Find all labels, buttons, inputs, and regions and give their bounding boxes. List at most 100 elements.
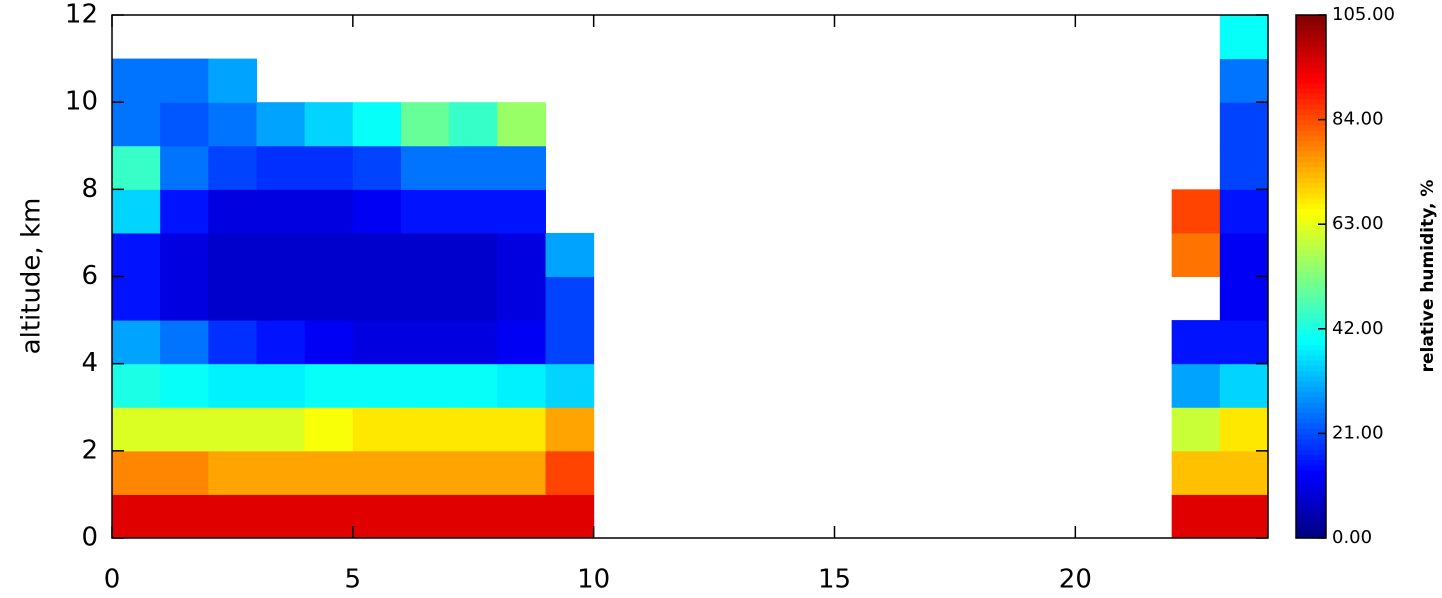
colorbar-swatch xyxy=(1296,281,1326,288)
colorbar-tick-label: 42.00 xyxy=(1332,318,1384,339)
heat-cell xyxy=(545,407,595,452)
heat-cell xyxy=(256,363,306,408)
heat-cell xyxy=(256,276,306,321)
heat-cell xyxy=(304,320,354,365)
heat-cell xyxy=(1219,320,1269,365)
heat-cell xyxy=(160,189,209,234)
heat-cell xyxy=(401,363,450,408)
heat-cell xyxy=(1219,407,1269,452)
colorbar-swatch xyxy=(1296,177,1326,183)
heat-cell xyxy=(112,320,161,365)
colorbar-swatch xyxy=(1296,271,1326,278)
heat-cell xyxy=(449,320,498,365)
heat-cell xyxy=(304,276,354,321)
heat-cell xyxy=(304,145,354,190)
heat-cell xyxy=(256,320,306,365)
heat-cell xyxy=(545,320,595,365)
colorbar-swatch xyxy=(1296,245,1326,251)
colorbar-swatch xyxy=(1296,51,1326,58)
heat-cell xyxy=(449,363,498,408)
colorbar-swatch xyxy=(1296,323,1326,330)
colorbar-swatch xyxy=(1296,496,1326,502)
x-tick-label: 10 xyxy=(577,565,610,595)
colorbar-swatch xyxy=(1296,375,1326,382)
heat-cell xyxy=(208,145,257,190)
heat-cell xyxy=(208,276,257,321)
x-tick-label: 5 xyxy=(345,565,362,595)
heat-cell xyxy=(352,407,402,452)
colorbar-swatch xyxy=(1296,41,1326,47)
colorbar-swatch xyxy=(1296,396,1326,403)
heat-cell xyxy=(545,450,595,495)
colorbar-swatch xyxy=(1296,203,1326,210)
heat-cell xyxy=(449,189,498,234)
heat-cell xyxy=(1219,145,1269,190)
heat-cell xyxy=(112,276,161,321)
y-tick-label: 2 xyxy=(81,435,98,465)
colorbar-swatch xyxy=(1296,449,1326,455)
heat-cell xyxy=(545,232,595,277)
heat-cell xyxy=(208,494,257,539)
colorbar-swatch xyxy=(1296,119,1326,126)
colorbar-swatch xyxy=(1296,208,1326,215)
heat-cell xyxy=(352,145,402,190)
colorbar-swatch xyxy=(1296,72,1326,79)
colorbar-swatch xyxy=(1296,135,1326,142)
heat-cell xyxy=(256,450,306,495)
colorbar-swatch xyxy=(1296,307,1326,314)
colorbar-swatch xyxy=(1296,109,1326,115)
colorbar-swatch xyxy=(1296,464,1326,471)
heat-cell xyxy=(208,320,257,365)
colorbar-swatch xyxy=(1296,344,1326,351)
heat-cell xyxy=(401,232,450,277)
heat-cell xyxy=(304,407,354,452)
y-tick-label: 0 xyxy=(81,523,98,553)
heat-cell xyxy=(1219,450,1269,495)
colorbar-swatch xyxy=(1296,46,1326,53)
heat-cell xyxy=(208,450,257,495)
colorbar-swatch xyxy=(1296,239,1326,246)
colorbar-swatch xyxy=(1296,417,1326,424)
heat-cell xyxy=(304,102,354,147)
colorbar-swatch xyxy=(1296,229,1326,236)
heat-cell xyxy=(256,145,306,190)
heat-cell xyxy=(401,450,450,495)
colorbar-swatch xyxy=(1296,527,1326,534)
heat-cell xyxy=(1171,320,1221,365)
heat-cell xyxy=(497,189,546,234)
colorbar-swatch xyxy=(1296,517,1326,523)
heat-cell xyxy=(401,189,450,234)
colorbar-swatch xyxy=(1296,35,1326,42)
colorbar-swatch xyxy=(1296,443,1326,450)
colorbar-swatch xyxy=(1296,354,1326,361)
colorbar-swatch xyxy=(1296,260,1326,267)
heat-cell xyxy=(1219,494,1269,539)
y-axis-label: altitude, km xyxy=(17,198,47,355)
heat-cell xyxy=(160,450,209,495)
heat-cell xyxy=(208,102,257,147)
heat-cell xyxy=(497,276,546,321)
heat-cell xyxy=(256,407,306,452)
colorbar-swatch xyxy=(1296,328,1326,335)
colorbar-swatch xyxy=(1296,103,1326,110)
colorbar-swatch xyxy=(1296,77,1326,84)
heat-cell xyxy=(497,363,546,408)
colorbar-swatch xyxy=(1296,213,1326,220)
heat-cell xyxy=(1171,232,1221,277)
colorbar-swatch xyxy=(1296,114,1326,121)
colorbar-swatch xyxy=(1296,292,1326,299)
colorbar-swatch xyxy=(1296,166,1326,173)
heat-cell xyxy=(352,189,402,234)
colorbar-swatch xyxy=(1296,255,1326,262)
heat-cell xyxy=(160,494,209,539)
x-tick-label: 15 xyxy=(818,565,851,595)
heat-cell xyxy=(208,363,257,408)
colorbar-tick-label: 63.00 xyxy=(1332,213,1384,234)
colorbar-swatch xyxy=(1296,313,1326,319)
colorbar-swatch xyxy=(1296,56,1326,63)
heat-cell xyxy=(1171,363,1221,408)
colorbar-tick-label: 84.00 xyxy=(1332,109,1384,130)
heat-cell xyxy=(208,232,257,277)
colorbar-swatch xyxy=(1296,62,1326,68)
colorbar-swatch xyxy=(1296,192,1326,199)
